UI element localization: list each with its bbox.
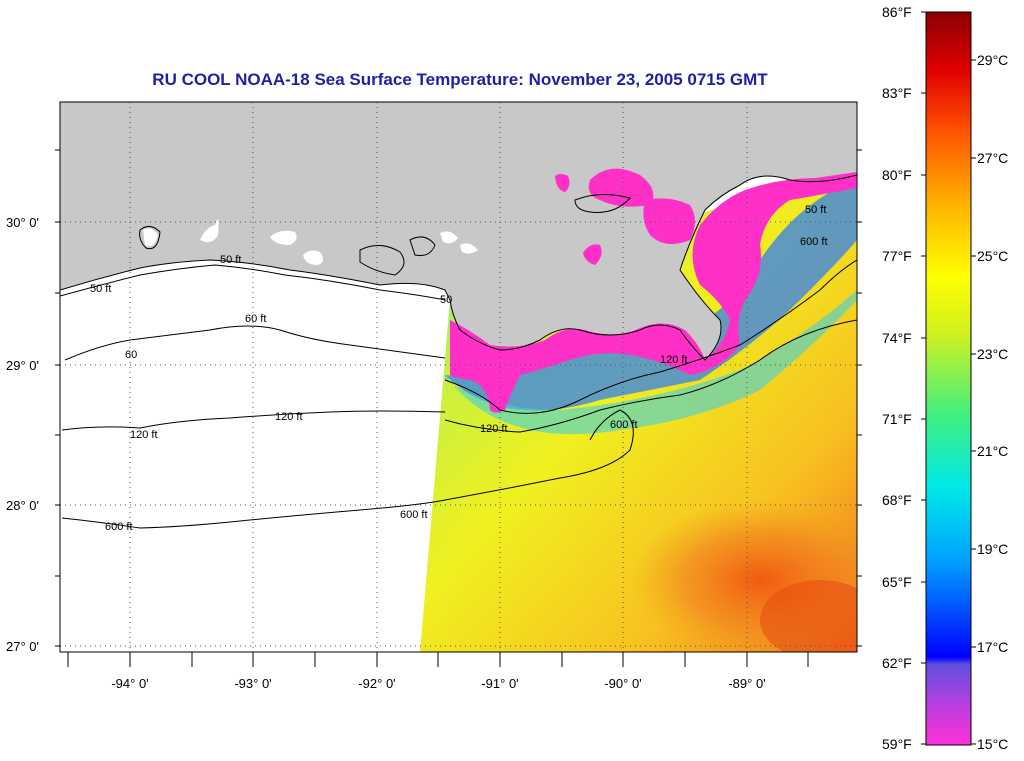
map-area: 50 ft 50 ft 50 50 ft 60 ft 60 120 ft 120… [60,102,857,652]
contour-label: 600 ft [800,236,828,248]
colorbar-c-label: 17°C [977,639,1009,655]
lon-label: -91° 0' [481,676,518,691]
contour-label: 120 ft [480,423,508,435]
cold-coastal-water [450,172,857,413]
depth-contours [60,259,857,529]
colorbar-f-label: 68°F [882,492,912,508]
contour-label: 50 ft [220,254,241,266]
lon-label: -94° 0' [111,676,148,691]
lat-label: 28° 0' [6,498,39,513]
colorbar-f-label: 86°F [882,4,912,20]
colorbar-c-label: 27°C [977,150,1009,166]
contour-label: 50 ft [805,204,826,216]
ticks [55,149,862,667]
contour-label: 60 [125,349,137,361]
contour-label: 600 ft [105,521,133,533]
colorbar-f-label: 80°F [882,167,912,183]
graticule [60,102,857,652]
colorbar-f-label: 62°F [882,655,912,671]
lat-label: 29° 0' [6,358,39,373]
map-title: RU COOL NOAA-18 Sea Surface Temperature:… [152,70,768,89]
lon-label: -93° 0' [234,676,271,691]
lon-label: -90° 0' [604,676,641,691]
colorbar-ticks [921,11,976,745]
lon-label: -92° 0' [358,676,395,691]
colorbar-f-label: 83°F [882,85,912,101]
land-mass [60,102,857,360]
colorbar-f-label: 74°F [882,330,912,346]
colorbar-c-label: 21°C [977,443,1009,459]
colorbar-c-label: 19°C [977,541,1009,557]
colorbar-c-label: 29°C [977,52,1009,68]
colorbar-c-label: 25°C [977,248,1009,264]
contour-label: 120 ft [130,429,158,441]
lat-label: 30° 0' [6,215,39,230]
contour-label: 60 ft [245,313,266,325]
contour-label: 600 ft [400,509,428,521]
colorbar-f-label: 65°F [882,574,912,590]
map-frame [59,101,858,653]
contour-label: 120 ft [275,411,303,423]
contour-label: 50 [440,294,452,306]
lon-label: -89° 0' [728,676,765,691]
contour-label: 600 ft [610,419,638,431]
lat-label: 27° 0' [6,639,39,654]
colorbar-c-label: 23°C [977,346,1009,362]
contour-label: 120 ft [660,354,688,366]
colorbar-f-label: 77°F [882,248,912,264]
colorbar-f-label: 71°F [882,411,912,427]
contour-label: 50 ft [90,283,111,295]
colorbar-f-label: 59°F [882,736,912,752]
colorbar-c-label: 15°C [977,736,1009,752]
colorbar [925,11,972,746]
coastline [60,174,857,361]
